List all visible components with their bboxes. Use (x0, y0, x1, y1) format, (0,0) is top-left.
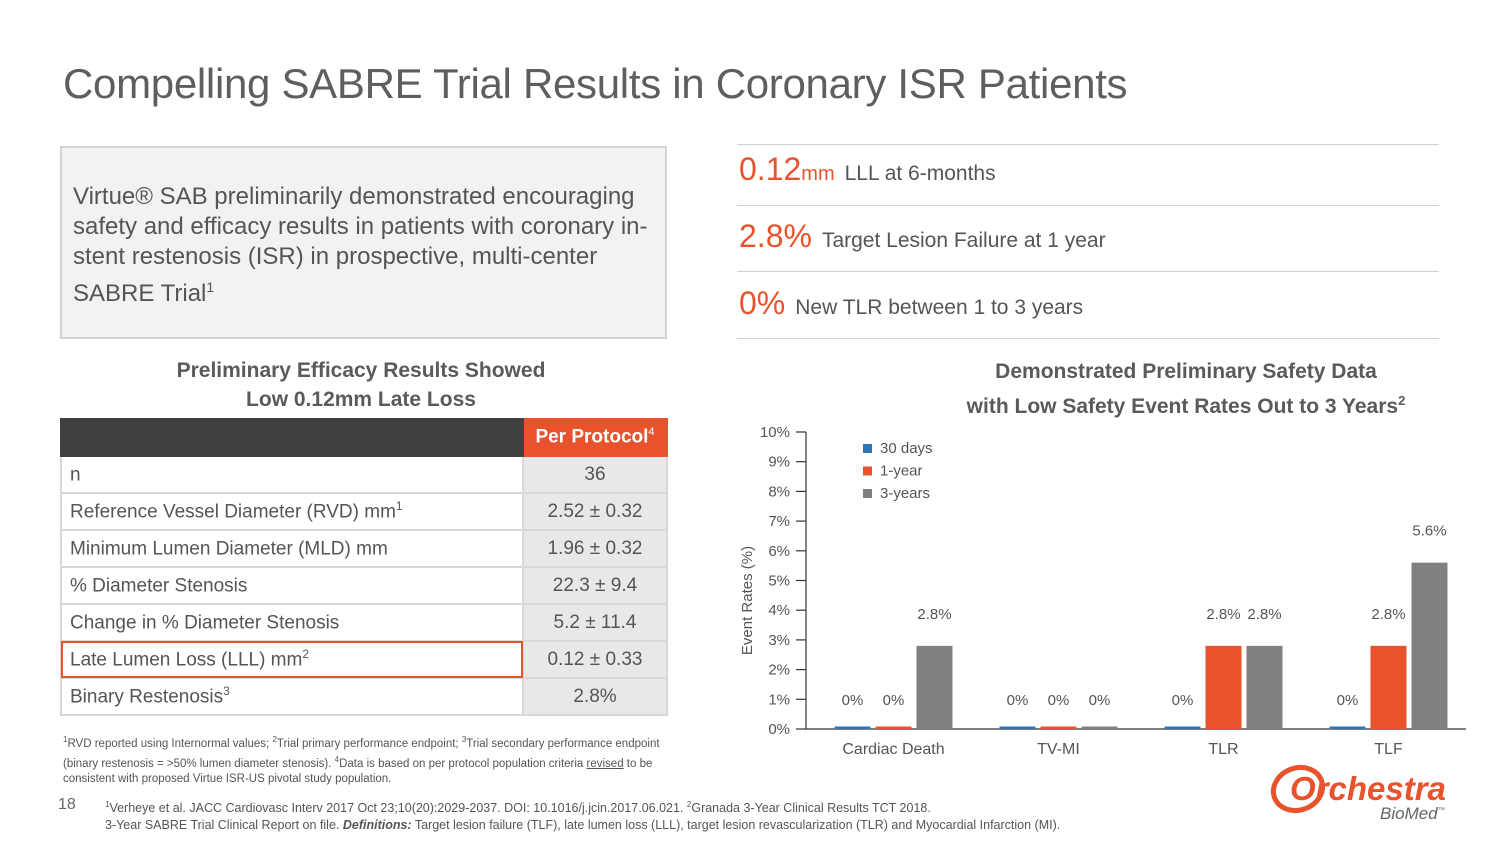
logo-trademark: ™ (1438, 807, 1445, 814)
references: 1Verheye et al. JACC Cardiovasc Interv 2… (105, 800, 1061, 833)
stat-tlf: 2.8% Target Lesion Failure at 1 year (739, 218, 1106, 255)
bar-data-label: 5.6% (1412, 523, 1446, 540)
row-label: Binary Restenosis3 (60, 677, 524, 716)
bar (1205, 645, 1242, 729)
stat-tlr: 0% New TLR between 1 to 3 years (739, 285, 1083, 322)
row-label: % Diameter Stenosis (60, 566, 524, 605)
table-row: % Diameter Stenosis 22.3 ± 9.4 (60, 566, 668, 605)
bar-data-label: 0% (1048, 692, 1070, 709)
row-label: Reference Vessel Diameter (RVD) mm1 (60, 492, 524, 531)
y-tick-label: 7% (768, 513, 790, 530)
stat-value: 0% (739, 285, 786, 321)
stat-description: New TLR between 1 to 3 years (795, 296, 1084, 319)
intro-box: Virtue® SAB preliminarily demonstrated e… (60, 146, 667, 339)
stat-divider (737, 271, 1439, 272)
bar (916, 645, 953, 729)
table-footnote: 1RVD reported using Internormal values; … (63, 735, 660, 785)
stat-divider (737, 144, 1439, 145)
table-row: Reference Vessel Diameter (RVD) mm1 2.52… (60, 492, 668, 531)
y-tick-label: 3% (768, 632, 790, 649)
y-tick-label: 6% (768, 543, 790, 560)
y-tick-label: 9% (768, 454, 790, 471)
table-row: Change in % Diameter Stenosis 5.2 ± 11.4 (60, 603, 668, 642)
stat-lll: 0.12mm LLL at 6-months (739, 151, 996, 188)
bar-data-label: 0% (1089, 692, 1111, 709)
logo-word: Orchestra (1290, 770, 1446, 807)
row-value: 36 (522, 455, 668, 494)
x-category-label: TV-MI (1037, 741, 1080, 758)
row-label: Change in % Diameter Stenosis (60, 603, 524, 642)
bar-data-label: 2.8% (1371, 606, 1405, 623)
page-title: Compelling SABRE Trial Results in Corona… (63, 60, 1128, 107)
y-tick-label: 8% (768, 483, 790, 500)
row-value: 2.52 ± 0.32 (522, 492, 668, 531)
logo-swoosh-icon (1270, 764, 1326, 814)
table-row-highlighted: Late Lumen Loss (LLL) mm2 0.12 ± 0.33 (60, 640, 668, 679)
bar (875, 726, 912, 729)
x-category-label: TLF (1374, 741, 1403, 758)
legend-swatch (863, 444, 872, 453)
legend-label: 3-years (880, 485, 930, 502)
bar (1040, 726, 1077, 729)
bar (1370, 645, 1407, 729)
table-header-blank (60, 418, 524, 457)
y-tick-label: 5% (768, 573, 790, 590)
row-value: 22.3 ± 9.4 (522, 566, 668, 605)
bar-data-label: 2.8% (917, 606, 951, 623)
intro-text: Virtue® SAB preliminarily demonstrated e… (73, 183, 648, 307)
legend-label: 1-year (880, 463, 923, 480)
table-header-row: Per Protocol4 (60, 418, 668, 457)
y-tick-label: 0% (768, 721, 790, 738)
legend-swatch (863, 466, 872, 476)
stat-divider (737, 338, 1439, 339)
stat-divider (737, 205, 1439, 206)
y-tick-label: 2% (768, 662, 790, 679)
bar-data-label: 0% (1007, 692, 1029, 709)
per-protocol-header: Per Protocol4 (522, 418, 668, 457)
bar (1411, 562, 1448, 729)
bar (1329, 726, 1366, 729)
row-label: Minimum Lumen Diameter (MLD) mm (60, 529, 524, 568)
bar-data-label: 2.8% (1206, 606, 1240, 623)
bar-data-label: 0% (1337, 692, 1359, 709)
row-value: 2.8% (522, 677, 668, 716)
efficacy-title: Preliminary Efficacy Results Showed Low … (176, 359, 546, 411)
orchestra-biomed-logo: Orchestra BioMed ™ (1270, 764, 1446, 823)
y-tick-label: 1% (768, 691, 790, 708)
bar (1246, 645, 1283, 729)
bar-data-label: 0% (1172, 692, 1194, 709)
row-label: Late Lumen Loss (LLL) mm2 (60, 640, 524, 679)
page-number: 18 (58, 796, 76, 813)
safety-title: Demonstrated Preliminary Safety Data wit… (966, 360, 1406, 418)
stat-value: 0.12 (739, 151, 802, 187)
bar-data-label: 0% (842, 692, 864, 709)
y-tick-label: 10% (760, 424, 790, 441)
table-row: Binary Restenosis3 2.8% (60, 677, 668, 716)
x-category-label: Cardiac Death (842, 741, 944, 758)
bar (1081, 726, 1118, 729)
bar (834, 726, 871, 729)
row-value: 1.96 ± 0.32 (522, 529, 668, 568)
logo-subword: BioMed (1380, 804, 1438, 823)
table-row: n 36 (60, 455, 668, 494)
stat-description: Target Lesion Failure at 1 year (821, 229, 1106, 252)
stat-unit: mm (801, 163, 835, 185)
y-tick-label: 4% (768, 602, 790, 619)
stat-description: LLL at 6-months (844, 162, 996, 185)
safety-bar-chart: 0% 1% 2% 3% 4% 5% 6% 7% 8% 9% 10% Event Rates (%) 0%… (739, 424, 1466, 758)
row-value: 5.2 ± 11.4 (522, 603, 668, 642)
bar-data-label: 2.8% (1247, 606, 1281, 623)
bar (999, 726, 1036, 729)
legend-swatch (863, 489, 872, 498)
y-axis-title: Event Rates (%) (739, 546, 756, 655)
efficacy-table: Per Protocol4 n 36 Reference Vessel Diam… (60, 418, 668, 716)
table-row: Minimum Lumen Diameter (MLD) mm 1.96 ± 0… (60, 529, 668, 568)
bar (1164, 726, 1201, 729)
x-category-label: TLR (1208, 741, 1238, 758)
bar-data-label: 0% (883, 692, 905, 709)
legend-label: 30 days (880, 440, 933, 457)
row-label: n (60, 455, 524, 494)
row-value: 0.12 ± 0.33 (522, 640, 668, 679)
stat-value: 2.8% (739, 218, 812, 254)
